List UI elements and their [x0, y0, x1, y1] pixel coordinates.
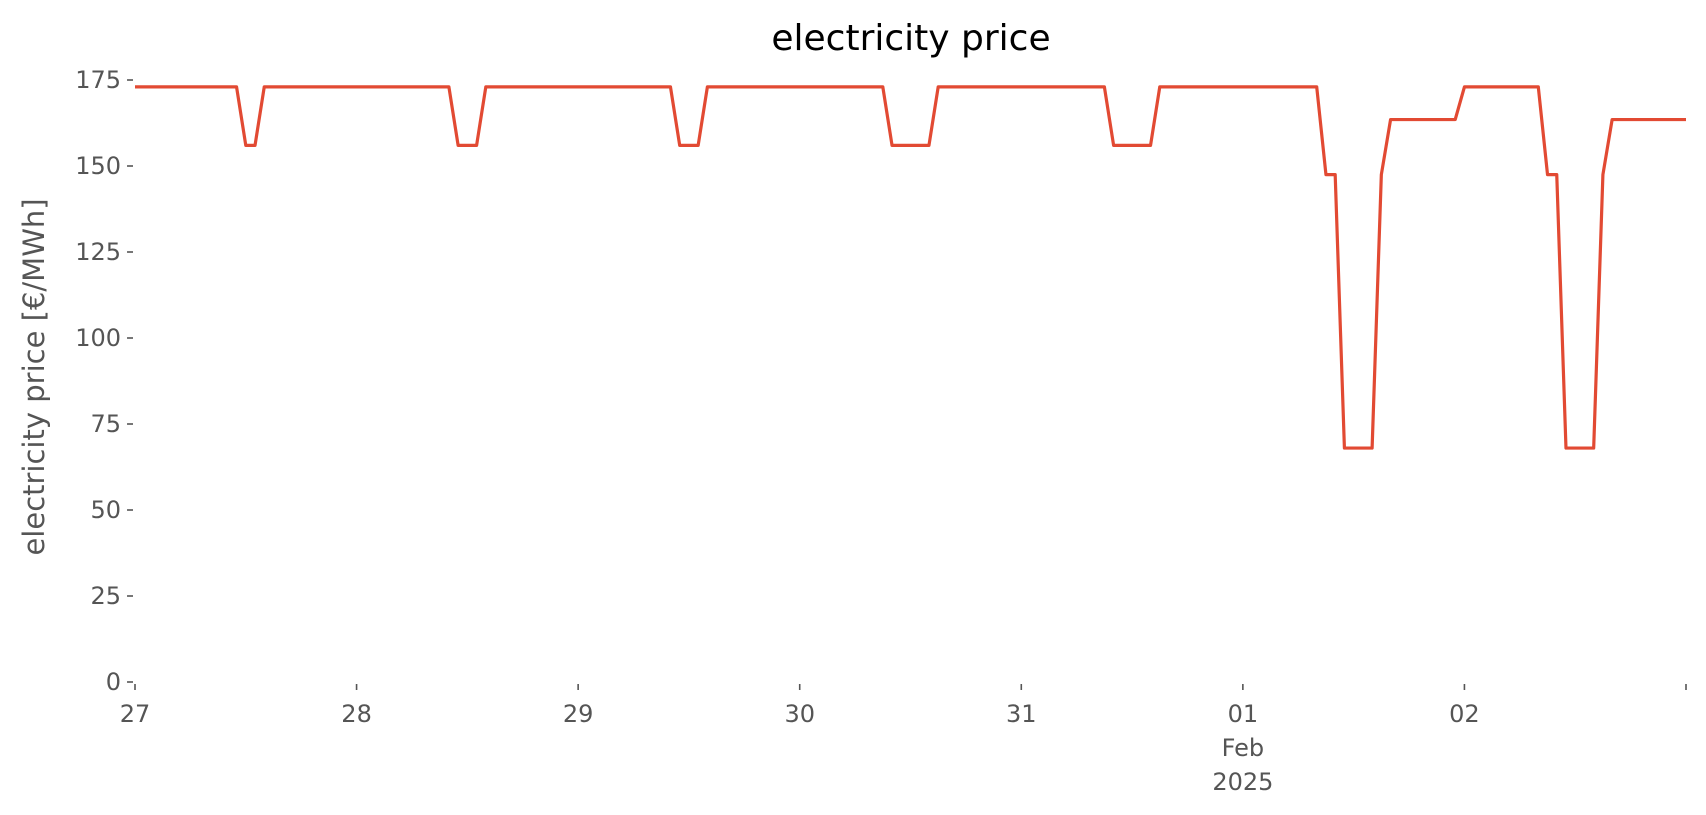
chart-title: electricity price: [771, 18, 1050, 59]
y-tick-label: 25: [90, 582, 121, 610]
y-tick-label: 175: [75, 66, 121, 94]
x-tick-label: 30: [784, 700, 815, 728]
x-tick-label: 02: [1449, 700, 1480, 728]
y-tick-label: 100: [75, 324, 121, 352]
y-tick-label: 50: [90, 496, 121, 524]
y-axis: 0 25 50 75 100 125 150 175: [75, 66, 133, 696]
x-axis: 27 28 29 30 31 01 Feb 2025 02: [120, 684, 1687, 796]
series-line: [135, 85, 1686, 450]
x-tick-label: 29: [563, 700, 594, 728]
y-tick-label: 150: [75, 152, 121, 180]
x-tick-label: 01: [1228, 700, 1259, 728]
x-tick-label: Feb: [1222, 734, 1265, 762]
x-tick-label: 31: [1006, 700, 1037, 728]
y-tick-label: 0: [106, 668, 121, 696]
y-axis-label: electricity price [€/MWh]: [17, 198, 51, 555]
x-tick-label: 28: [341, 700, 372, 728]
y-tick-label: 125: [75, 238, 121, 266]
x-tick-label: 27: [120, 700, 151, 728]
y-tick-label: 75: [90, 410, 121, 438]
series-layer: [135, 85, 1686, 450]
x-tick-label: 2025: [1212, 768, 1273, 796]
